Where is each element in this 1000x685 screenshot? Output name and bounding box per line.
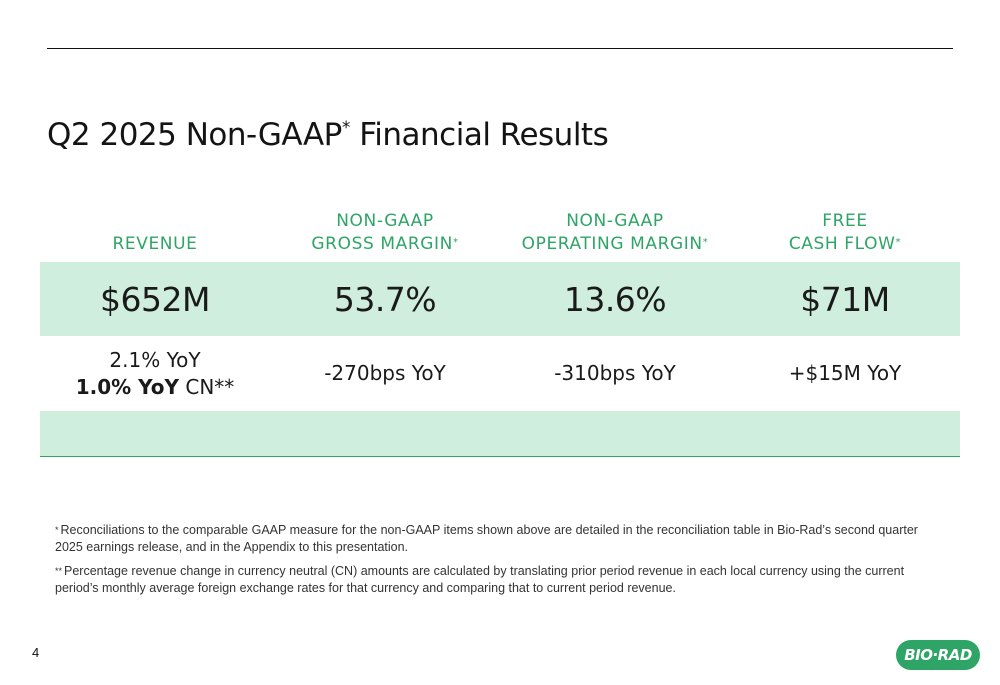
header-gross-margin-line1: NON-GAAP <box>336 211 434 231</box>
top-rule <box>47 48 953 49</box>
page-title: Q2 2025 Non-GAAP* Financial Results <box>47 116 609 154</box>
header-free-cash-flow: FREE CASH FLOW* <box>730 200 960 262</box>
metrics-empty-band <box>40 411 960 457</box>
metrics-change-row: 2.1% YoY 1.0% YoY CN** -270bps YoY -310b… <box>40 336 960 411</box>
value-revenue: $652M <box>100 279 210 319</box>
change-revenue-cn-bold: 1.0% YoY <box>75 374 179 399</box>
header-free-cash-flow-mark: * <box>895 237 902 248</box>
footnote-currency-neutral: ** Percentage revenue change in currency … <box>55 563 935 597</box>
header-operating-margin-line2: OPERATING MARGIN <box>521 234 703 254</box>
metrics-table: REVENUE NON-GAAP GROSS MARGIN* NON-GAAP … <box>40 200 960 457</box>
header-gross-margin: NON-GAAP GROSS MARGIN* <box>270 200 500 262</box>
header-gross-margin-line2-wrap: GROSS MARGIN* <box>311 233 458 256</box>
header-revenue: REVENUE <box>40 200 270 262</box>
title-suffix: Financial Results <box>349 116 609 153</box>
metrics-header-row: REVENUE NON-GAAP GROSS MARGIN* NON-GAAP … <box>40 200 960 262</box>
page-number: 4 <box>32 645 40 660</box>
footnotes: * Reconciliations to the comparable GAAP … <box>55 522 935 604</box>
metrics-value-row: $652M 53.7% 13.6% $71M <box>40 262 960 336</box>
footnote-currency-neutral-text: Percentage revenue change in currency ne… <box>55 564 905 595</box>
value-operating-margin: 13.6% <box>563 279 667 319</box>
change-revenue-line2: 1.0% YoY CN** <box>76 374 235 401</box>
change-gross-margin: -270bps YoY <box>324 361 446 385</box>
header-free-cash-flow-line2-wrap: CASH FLOW* <box>789 233 901 256</box>
value-gross-margin: 53.7% <box>333 279 437 319</box>
footnote-non-gaap: * Reconciliations to the comparable GAAP … <box>55 522 935 556</box>
footnote-non-gaap-text: Reconciliations to the comparable GAAP m… <box>55 523 918 554</box>
change-revenue-cn-rest: CN** <box>179 374 235 399</box>
header-gross-margin-line2: GROSS MARGIN <box>311 234 453 254</box>
bio-rad-logo: BIO·RAD <box>896 640 980 670</box>
footnote-non-gaap-mark: * <box>55 525 59 535</box>
title-footnote-mark: * <box>341 117 351 138</box>
header-operating-margin-line1: NON-GAAP <box>566 211 664 231</box>
header-operating-margin-mark: * <box>702 237 709 248</box>
header-gross-margin-mark: * <box>452 237 459 248</box>
change-operating-margin: -310bps YoY <box>554 361 676 385</box>
footnote-currency-neutral-mark: ** <box>55 566 63 576</box>
change-free-cash-flow: +$15M YoY <box>788 361 902 385</box>
header-revenue-line2: REVENUE <box>112 234 198 254</box>
header-free-cash-flow-line2: CASH FLOW <box>788 234 896 254</box>
header-operating-margin: NON-GAAP OPERATING MARGIN* <box>500 200 730 262</box>
header-operating-margin-line2-wrap: OPERATING MARGIN* <box>522 233 709 256</box>
title-text: Q2 2025 Non-GAAP <box>47 116 342 153</box>
change-revenue: 2.1% YoY 1.0% YoY CN** <box>40 336 270 411</box>
value-free-cash-flow: $71M <box>800 279 890 319</box>
change-revenue-line1: 2.1% YoY <box>109 347 201 372</box>
header-free-cash-flow-line1: FREE <box>822 211 868 231</box>
